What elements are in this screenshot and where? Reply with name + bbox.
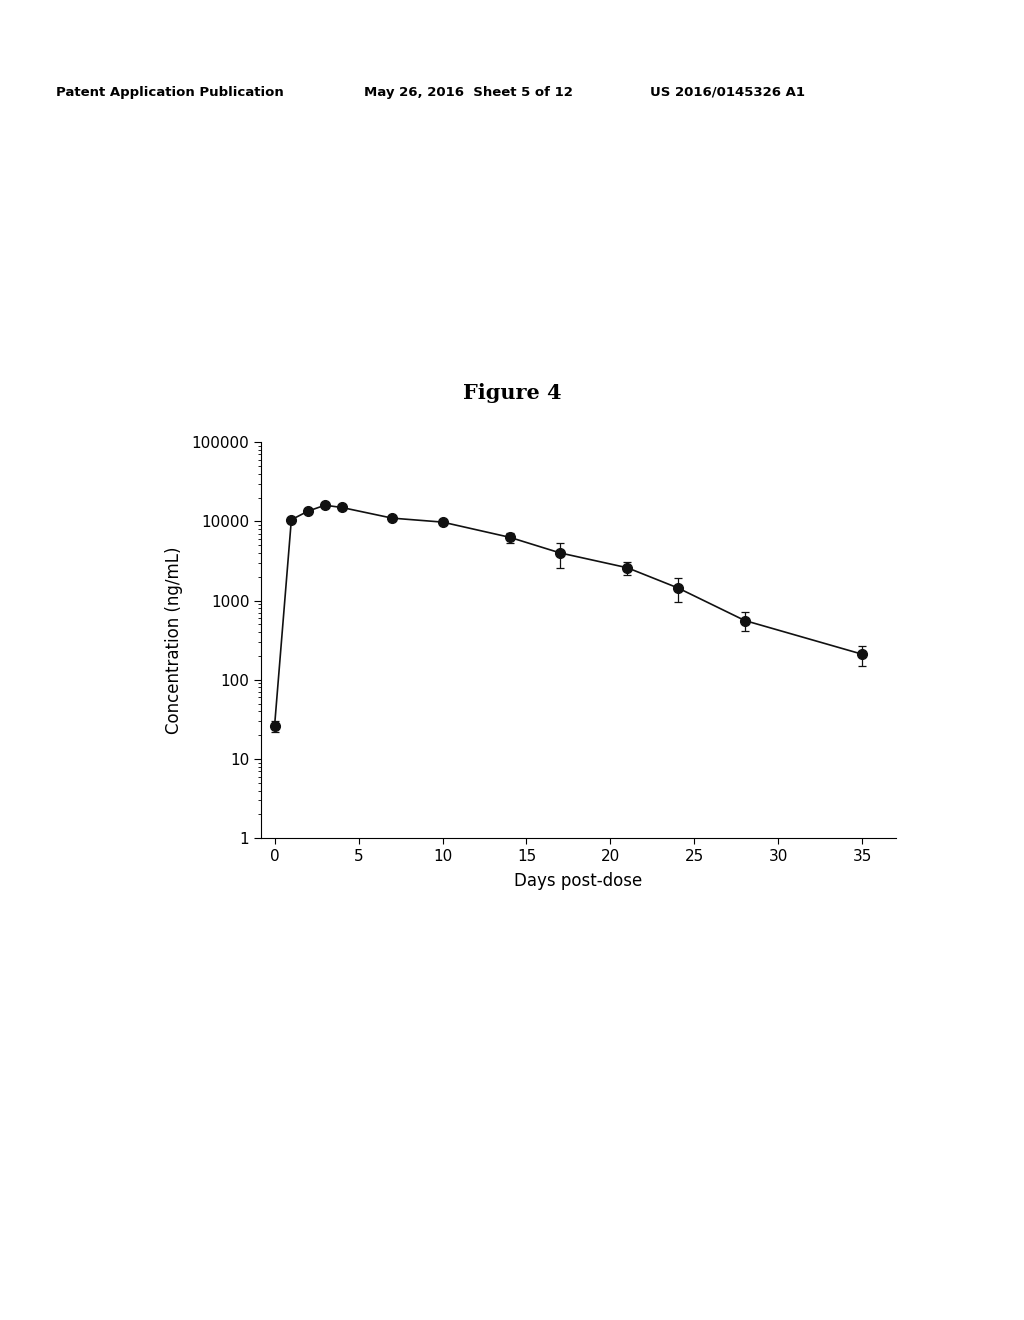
Y-axis label: Concentration (ng/mL): Concentration (ng/mL) <box>165 546 183 734</box>
Text: Figure 4: Figure 4 <box>463 383 561 403</box>
Text: US 2016/0145326 A1: US 2016/0145326 A1 <box>650 86 805 99</box>
Text: May 26, 2016  Sheet 5 of 12: May 26, 2016 Sheet 5 of 12 <box>364 86 572 99</box>
X-axis label: Days post-dose: Days post-dose <box>514 873 643 890</box>
Text: Patent Application Publication: Patent Application Publication <box>56 86 284 99</box>
